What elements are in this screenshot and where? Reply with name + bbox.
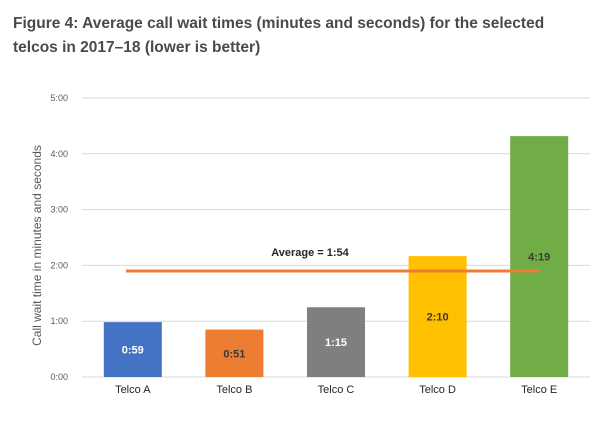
- category-labels: Telco A Telco B Telco C Telco D Telco E: [115, 384, 557, 396]
- y-tick-label: 5:00: [50, 93, 68, 103]
- data-label: 0:59: [122, 345, 144, 357]
- data-label: 2:10: [427, 312, 449, 324]
- y-tick-label: 2:00: [50, 260, 68, 270]
- data-label: 0:51: [223, 348, 245, 360]
- category-label: Telco E: [521, 384, 557, 396]
- category-label: Telco C: [318, 384, 355, 396]
- y-tick-label: 1:00: [50, 316, 68, 326]
- bar-telco-c: [307, 307, 365, 377]
- bar-telco-d: [408, 256, 467, 377]
- y-tick-label: 4:00: [50, 149, 68, 159]
- bars: [103, 136, 569, 377]
- bar-telco-e: [510, 136, 569, 377]
- data-labels: 0:59 0:51 1:15 2:10 4:19: [122, 252, 550, 361]
- category-label: Telco B: [216, 384, 252, 396]
- y-axis-label: Call wait time in minutes and seconds: [30, 145, 44, 346]
- data-label: 4:19: [528, 252, 550, 264]
- average-label: Average = 1:54: [271, 247, 349, 259]
- y-tick-label: 0:00: [50, 372, 68, 382]
- category-label: Telco D: [419, 384, 456, 396]
- y-axis-ticks: 0:00 1:00 2:00 3:00 4:00 5:00: [50, 93, 68, 382]
- chart-title: Figure 4: Average call wait times (minut…: [13, 15, 545, 56]
- bar-telco-b: [205, 329, 264, 377]
- category-label: Telco A: [115, 384, 151, 396]
- bar-telco-a: [103, 322, 162, 377]
- data-label: 1:15: [325, 337, 347, 349]
- y-tick-label: 3:00: [50, 205, 68, 215]
